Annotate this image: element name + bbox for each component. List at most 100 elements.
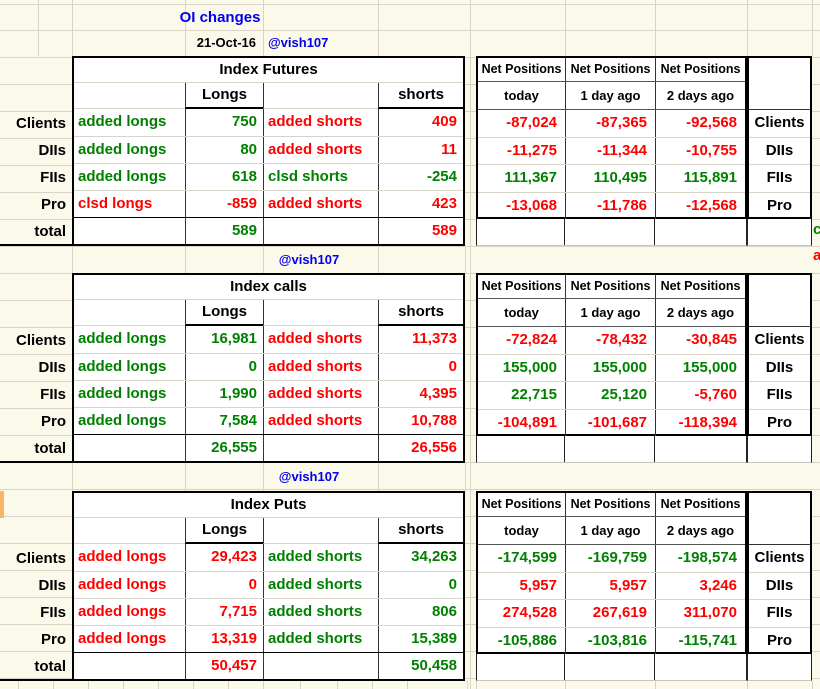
net-header-cell[interactable]: Net Positions xyxy=(565,58,655,81)
empty-cell[interactable] xyxy=(263,653,378,679)
longs-header[interactable]: Longs xyxy=(185,518,263,544)
long-value-cell[interactable]: 7,715 xyxy=(185,599,263,625)
net-col-1day[interactable]: 1 day ago xyxy=(565,517,655,544)
short-value-cell[interactable]: 4,395 xyxy=(378,381,463,407)
net-header-cell[interactable]: Net Positions xyxy=(565,275,655,298)
net-label-cell[interactable]: Clients xyxy=(754,549,805,566)
net-header-cell[interactable]: Net Positions xyxy=(481,62,562,76)
row-label-cell[interactable]: FIIs xyxy=(40,604,66,621)
row-label-cell[interactable]: Pro xyxy=(40,413,66,430)
net-col-today[interactable]: today xyxy=(504,305,539,320)
section-title[interactable]: Index calls xyxy=(74,275,463,300)
empty-cell[interactable] xyxy=(74,300,185,326)
short-action-cell[interactable]: added shorts xyxy=(263,354,378,380)
net-value-cell[interactable]: 5,957 xyxy=(519,577,557,594)
net-value-cell[interactable]: 25,120 xyxy=(565,382,655,409)
long-value-cell[interactable]: 13,319 xyxy=(185,626,263,652)
long-value-cell[interactable]: -859 xyxy=(185,191,263,217)
handle-cell[interactable]: @vish107 xyxy=(278,252,340,267)
shorts-header[interactable]: shorts xyxy=(378,83,463,109)
net-label-cell[interactable]: FIIs xyxy=(749,164,810,192)
long-value-cell[interactable]: 80 xyxy=(185,137,263,163)
long-action-cell[interactable]: added longs xyxy=(78,358,167,375)
net-value-cell[interactable]: 274,528 xyxy=(502,604,557,621)
row-label-cell[interactable]: DIIs xyxy=(38,359,66,376)
net-value-cell[interactable]: 155,000 xyxy=(655,355,745,381)
net-value-cell[interactable]: -169,759 xyxy=(565,545,655,572)
net-value-cell[interactable]: 110,495 xyxy=(565,165,655,192)
long-action-cell[interactable]: added longs xyxy=(78,113,167,130)
longs-header[interactable]: Longs xyxy=(185,83,263,109)
longs-header[interactable]: Longs xyxy=(185,300,263,326)
total-long-cell[interactable]: 26,555 xyxy=(185,435,263,461)
empty-cell[interactable] xyxy=(749,275,810,327)
row-label-cell[interactable]: DIIs xyxy=(38,577,66,594)
net-value-cell[interactable]: 311,070 xyxy=(655,600,745,627)
total-label-cell[interactable]: total xyxy=(34,223,66,240)
net-value-cell[interactable]: -78,432 xyxy=(565,327,655,354)
net-label-cell[interactable]: Pro xyxy=(749,409,810,433)
date-cell[interactable]: 21-Oct-16 xyxy=(196,35,256,50)
empty-cell[interactable] xyxy=(74,653,185,679)
long-value-cell[interactable]: 0 xyxy=(185,572,263,598)
row-label-cell[interactable]: Clients xyxy=(15,550,66,567)
empty-cell[interactable] xyxy=(749,58,810,110)
total-label-cell[interactable]: total xyxy=(34,658,66,675)
row-label-cell[interactable]: FIIs xyxy=(40,169,66,186)
short-action-cell[interactable]: added shorts xyxy=(263,137,378,163)
net-value-cell[interactable]: -92,568 xyxy=(655,110,745,137)
short-action-cell[interactable]: added shorts xyxy=(263,408,378,434)
row-label-cell[interactable]: Pro xyxy=(40,196,66,213)
total-short-cell[interactable]: 589 xyxy=(378,218,463,244)
net-header-cell[interactable]: Net Positions xyxy=(655,275,745,298)
net-value-cell[interactable]: -87,024 xyxy=(506,114,557,131)
net-value-cell[interactable]: 155,000 xyxy=(502,359,557,376)
empty-cell[interactable] xyxy=(74,518,185,544)
net-value-cell[interactable]: -104,891 xyxy=(497,414,557,431)
net-label-cell[interactable]: Pro xyxy=(749,192,810,216)
long-value-cell[interactable]: 29,423 xyxy=(185,544,263,571)
net-label-cell[interactable]: DIIs xyxy=(749,137,810,164)
short-value-cell[interactable]: 11 xyxy=(378,137,463,163)
long-value-cell[interactable]: 7,584 xyxy=(185,408,263,434)
empty-cell[interactable] xyxy=(263,83,378,109)
net-value-cell[interactable]: -118,394 xyxy=(655,410,745,436)
total-short-cell[interactable]: 50,458 xyxy=(378,653,463,679)
net-value-cell[interactable]: -12,568 xyxy=(655,193,745,219)
net-label-cell[interactable]: DIIs xyxy=(749,572,810,599)
long-action-cell[interactable]: added longs xyxy=(78,548,167,565)
handle-cell[interactable]: @vish107 xyxy=(268,35,329,50)
short-value-cell[interactable]: 0 xyxy=(378,572,463,598)
net-value-cell[interactable]: 155,000 xyxy=(565,355,655,381)
net-value-cell[interactable]: -103,816 xyxy=(565,628,655,654)
short-value-cell[interactable]: 15,389 xyxy=(378,626,463,652)
shorts-header[interactable]: shorts xyxy=(378,300,463,326)
net-value-cell[interactable]: -72,824 xyxy=(506,331,557,348)
net-col-1day[interactable]: 1 day ago xyxy=(565,82,655,109)
page-title[interactable]: OI changes xyxy=(179,9,261,26)
net-col-2days[interactable]: 2 days ago xyxy=(655,299,745,326)
net-label-cell[interactable]: Clients xyxy=(754,331,805,348)
short-value-cell[interactable]: 423 xyxy=(378,191,463,217)
section-title[interactable]: Index Futures xyxy=(74,58,463,83)
net-col-2days[interactable]: 2 days ago xyxy=(655,82,745,109)
shorts-header[interactable]: shorts xyxy=(378,518,463,544)
long-action-cell[interactable]: added longs xyxy=(78,576,167,593)
short-value-cell[interactable]: -254 xyxy=(378,164,463,190)
net-label-cell[interactable]: FIIs xyxy=(749,599,810,627)
empty-cell[interactable] xyxy=(74,435,185,461)
short-action-cell[interactable]: added shorts xyxy=(263,626,378,652)
row-label-cell[interactable]: FIIs xyxy=(40,386,66,403)
long-value-cell[interactable]: 0 xyxy=(185,354,263,380)
long-value-cell[interactable]: 16,981 xyxy=(185,326,263,353)
net-label-cell[interactable]: Pro xyxy=(749,627,810,651)
row-label-cell[interactable]: DIIs xyxy=(38,142,66,159)
net-header-cell[interactable]: Net Positions xyxy=(655,493,745,516)
net-value-cell[interactable]: 5,957 xyxy=(565,573,655,599)
net-value-cell[interactable]: -115,741 xyxy=(655,628,745,654)
short-action-cell[interactable]: added shorts xyxy=(263,109,378,136)
short-action-cell[interactable]: added shorts xyxy=(263,381,378,407)
net-value-cell[interactable]: -11,786 xyxy=(565,193,655,219)
row-label-cell[interactable]: Clients xyxy=(15,332,66,349)
long-action-cell[interactable]: added longs xyxy=(78,412,167,429)
